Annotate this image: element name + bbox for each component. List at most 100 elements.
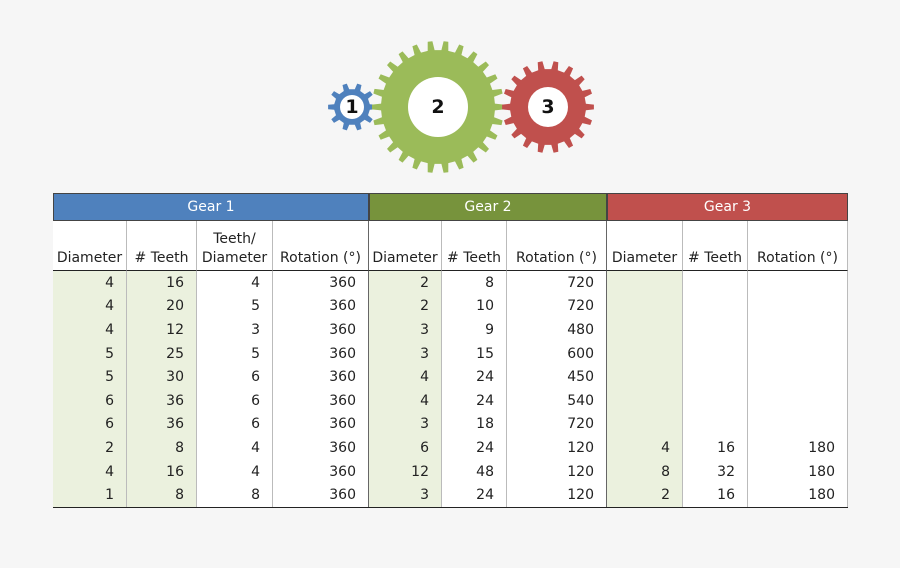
column-header: Diameter xyxy=(369,221,442,271)
table-cell: 360 xyxy=(273,412,369,437)
table-cell: 360 xyxy=(273,459,369,484)
table-cell xyxy=(748,365,848,389)
table-cell xyxy=(683,365,748,389)
table-cell: 30 xyxy=(127,365,197,389)
group-header: Gear 3 xyxy=(607,193,848,221)
table-cell: 20 xyxy=(127,294,197,319)
table-cell: 6 xyxy=(197,365,273,389)
table-cell xyxy=(683,318,748,342)
table-cell: 1 xyxy=(53,483,127,507)
table-cell: 720 xyxy=(507,412,607,437)
table-cell xyxy=(748,341,848,366)
table-cell: 720 xyxy=(507,271,607,295)
table-cell xyxy=(683,388,748,413)
table-cell: 8 xyxy=(127,436,197,460)
table-cell xyxy=(683,341,748,366)
table-cell xyxy=(607,341,683,366)
table-cell: 4 xyxy=(53,294,127,319)
gear-label: 2 xyxy=(431,96,444,118)
table-cell: 6 xyxy=(53,412,127,437)
table-cell: 6 xyxy=(53,388,127,413)
gear-label: 3 xyxy=(541,96,554,118)
table-cell xyxy=(748,318,848,342)
column-header: # Teeth xyxy=(127,221,197,271)
table-cell: 5 xyxy=(197,341,273,366)
table-cell: 3 xyxy=(369,341,442,366)
gear-hub xyxy=(528,87,568,127)
table-cell xyxy=(607,271,683,295)
table-cell: 9 xyxy=(442,318,507,342)
table-cell: 180 xyxy=(748,483,848,507)
table-cell: 360 xyxy=(273,294,369,319)
table-cell: 16 xyxy=(127,459,197,484)
gear-table: Gear 1 Gear 2 Gear 3 Diameter # Teeth Teeth/ … xyxy=(53,193,848,508)
table-cell xyxy=(683,294,748,319)
column-header: # Teeth xyxy=(442,221,507,271)
table-cell: 2 xyxy=(369,271,442,295)
table-cell: 120 xyxy=(507,436,607,460)
table-cell: 360 xyxy=(273,341,369,366)
table-cell: 2 xyxy=(607,483,683,507)
table-cell: 2 xyxy=(53,436,127,460)
table-cell: 24 xyxy=(442,365,507,389)
table-cell: 600 xyxy=(507,341,607,366)
table-cell xyxy=(748,412,848,437)
table-cell: 360 xyxy=(273,388,369,413)
column-header: # Teeth xyxy=(683,221,748,271)
table-cell: 8 xyxy=(127,483,197,507)
table-cell: 4 xyxy=(53,271,127,295)
table-cell: 4 xyxy=(607,436,683,460)
table-cell: 48 xyxy=(442,459,507,484)
table-cell: 360 xyxy=(273,483,369,507)
table-cell xyxy=(607,412,683,437)
table-cell: 180 xyxy=(748,436,848,460)
table-cell: 24 xyxy=(442,436,507,460)
table-cell xyxy=(748,294,848,319)
table-cell: 10 xyxy=(442,294,507,319)
table-cell: 3 xyxy=(197,318,273,342)
table-cell: 16 xyxy=(127,271,197,295)
table-cell: 4 xyxy=(197,436,273,460)
table-cell: 4 xyxy=(197,459,273,484)
column-header: Rotation (°) xyxy=(273,221,369,271)
table-cell: 6 xyxy=(197,388,273,413)
table-cell: 5 xyxy=(53,341,127,366)
table-cell xyxy=(683,271,748,295)
table-cell: 15 xyxy=(442,341,507,366)
table-cell: 360 xyxy=(273,318,369,342)
table-cell: 4 xyxy=(53,318,127,342)
column-header: Rotation (°) xyxy=(748,221,848,271)
table-cell: 6 xyxy=(197,412,273,437)
table-cell: 360 xyxy=(273,365,369,389)
group-header: Gear 2 xyxy=(369,193,607,221)
column-header: Teeth/ Diameter xyxy=(197,221,273,271)
table-cell: 24 xyxy=(442,388,507,413)
table-cell: 3 xyxy=(369,412,442,437)
table-cell: 360 xyxy=(273,436,369,460)
table-cell: 480 xyxy=(507,318,607,342)
table-cell: 8 xyxy=(197,483,273,507)
gear-label: 1 xyxy=(345,96,358,118)
gear-hub xyxy=(408,77,468,137)
table-cell: 120 xyxy=(507,459,607,484)
group-header: Gear 1 xyxy=(53,193,369,221)
table-cell: 4 xyxy=(369,388,442,413)
table-cell xyxy=(607,388,683,413)
column-header: Diameter xyxy=(53,221,127,271)
table-cell: 36 xyxy=(127,388,197,413)
gear-hub xyxy=(340,95,364,119)
table-cell: 16 xyxy=(683,436,748,460)
table-cell: 12 xyxy=(369,459,442,484)
column-header: Diameter xyxy=(607,221,683,271)
table-cell: 4 xyxy=(53,459,127,484)
table-cell: 120 xyxy=(507,483,607,507)
gears-diagram: 1 2 3 xyxy=(328,41,594,173)
column-header: Rotation (°) xyxy=(507,221,607,271)
table-cell: 4 xyxy=(369,365,442,389)
table-cell: 3 xyxy=(369,483,442,507)
table-cell: 180 xyxy=(748,459,848,484)
table-cell: 32 xyxy=(683,459,748,484)
table-cell: 36 xyxy=(127,412,197,437)
table-cell: 24 xyxy=(442,483,507,507)
table-cell: 450 xyxy=(507,365,607,389)
